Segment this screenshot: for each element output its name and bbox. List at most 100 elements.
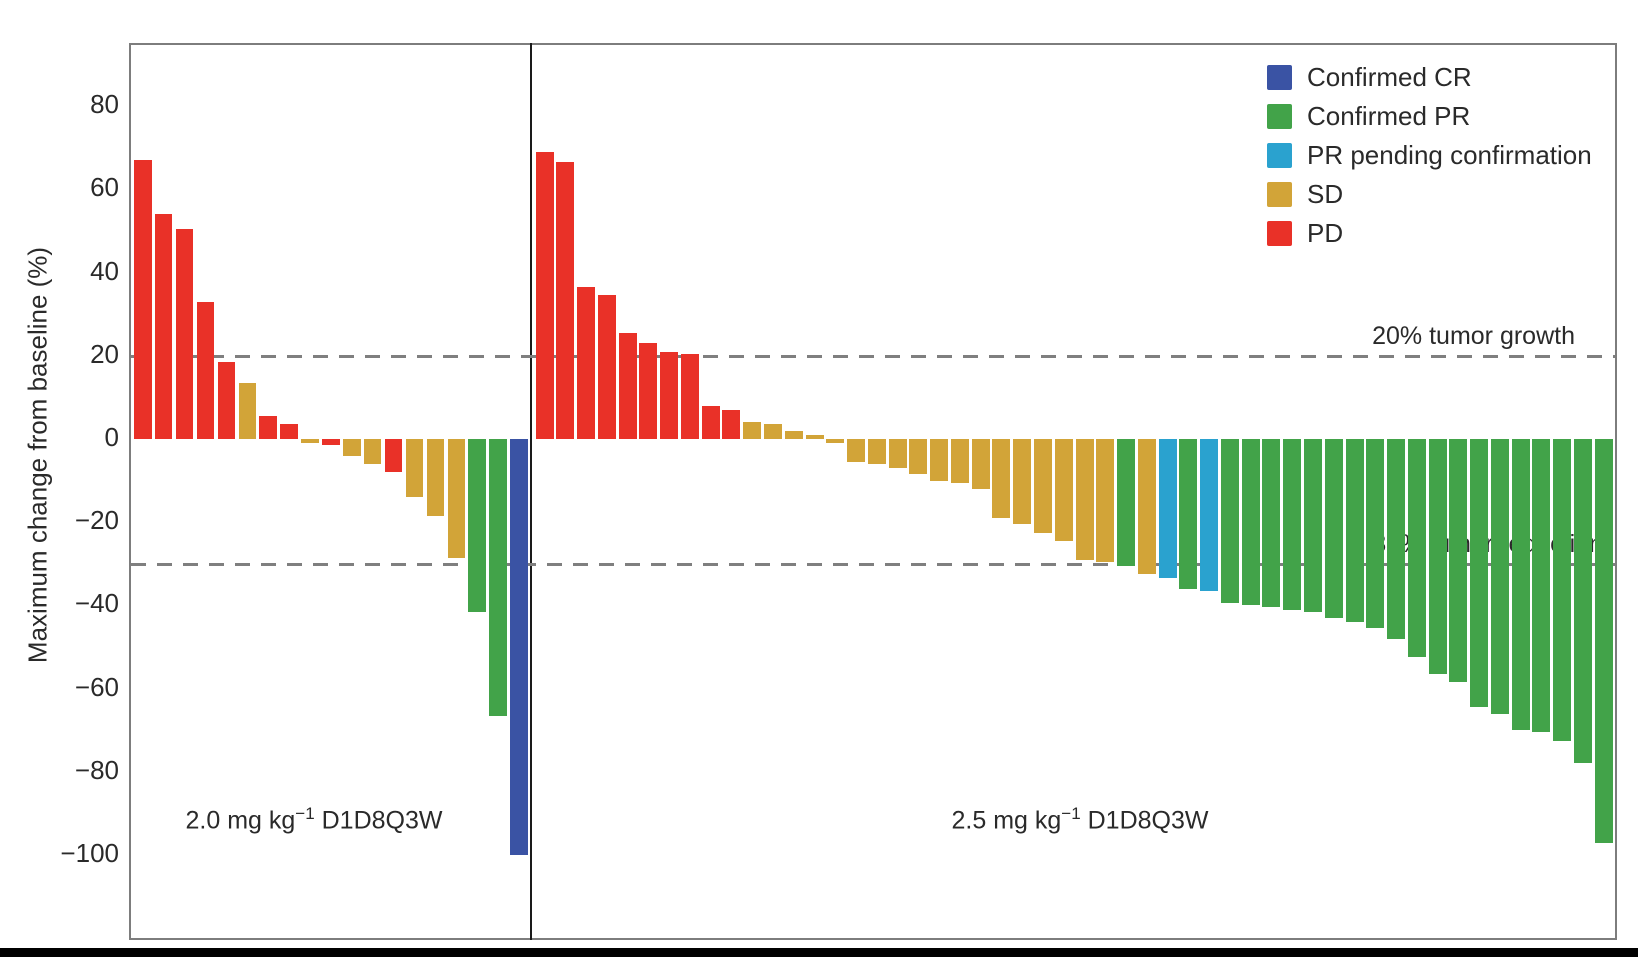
legend-label: PR pending confirmation [1307,140,1592,170]
bar-PD [259,416,277,439]
bar-SD [743,422,762,439]
dose-label-right-suffix: D1D8Q3W [1080,806,1209,835]
bar-PD [722,409,741,439]
y-tick-label: 60 [90,172,119,203]
dose-label-right-superscript: −1 [1061,804,1081,823]
dose-label-left-suffix: D1D8Q3W [314,806,443,835]
bar-PR [1470,439,1489,708]
bar-PD [154,214,173,439]
legend-swatch-PD [1267,220,1292,246]
bar-PR [1366,439,1385,629]
bar-PR [1490,439,1509,714]
legend-item-PRp: PR pending confirmation [1267,142,1592,168]
y-tick-label: −60 [74,671,119,702]
bar-PR [1262,439,1281,608]
bar-PR [1179,439,1198,589]
y-tick-label: 20 [90,338,119,369]
bar-PD [217,362,236,439]
bar-SD [426,439,445,516]
bar-PD [175,228,194,439]
y-tick-label: 40 [90,255,119,286]
reference-line-label: 20% tumor growth [1372,321,1575,350]
bar-SD [826,439,845,444]
bar-PD [535,151,554,439]
bar-SD [363,439,382,464]
legend-item-SD: SD [1267,181,1592,207]
bar-SD [909,439,928,475]
bar-PR [489,439,507,716]
bar-PR [1511,439,1530,731]
y-tick-label: 0 [104,422,119,452]
bar-SD [930,439,949,481]
bar-PD [556,162,575,439]
bar-PRp [1200,439,1219,591]
legend-label: Confirmed CR [1307,62,1472,92]
bar-PR [1387,439,1406,639]
bar-PR [1241,439,1260,606]
bar-PD [196,301,215,439]
bar-PR [1428,439,1447,675]
bar-PD [280,424,298,439]
reference-line-growth [131,354,1615,358]
legend-item-CR: Confirmed CR [1267,64,1592,90]
bar-SD [1096,439,1115,562]
legend-swatch-PRp [1267,142,1292,168]
bar-PR [1345,439,1364,623]
dose-label-right-panel: 2.5 mg kg−1 D1D8Q3W [952,799,1209,835]
bar-PD [322,439,340,446]
bar-PR [1220,439,1239,604]
legend-swatch-PR [1267,103,1292,129]
panel-divider [530,43,532,940]
dose-label-left-superscript: −1 [295,804,315,823]
bar-SD [784,430,803,439]
bar-SD [950,439,969,483]
bar-PD [660,351,679,439]
bar-SD [238,382,256,439]
bar-PR [1407,439,1426,658]
bar-PRp [1158,439,1177,579]
y-tick-label: −80 [74,754,119,785]
bar-SD [343,439,361,456]
bar-PD [134,160,152,439]
y-tick-label: −100 [60,838,119,868]
bar-PR [1553,439,1572,741]
bar-PD [680,353,699,439]
bar-PR [1303,439,1322,612]
bar-SD [971,439,990,489]
bar-SD [447,439,465,558]
bar-SD [805,434,824,439]
bar-SD [405,439,424,498]
dose-label-left-panel: 2.0 mg kg−1 D1D8Q3W [186,799,443,835]
legend-item-PR: Confirmed PR [1267,103,1592,129]
y-tick-label: −40 [74,588,119,619]
bar-SD [1054,439,1073,541]
bar-CR [510,439,528,855]
bar-PR [1283,439,1302,610]
legend-swatch-CR [1267,64,1292,90]
bar-PD [597,295,616,439]
legend-label: Confirmed PR [1307,101,1471,131]
bar-SD [301,439,319,444]
bar-PD [701,405,720,439]
bar-PR [1594,439,1613,843]
bar-PD [577,287,596,439]
y-tick-label: −20 [74,505,119,536]
bar-SD [1075,439,1094,560]
bar-PR [1117,439,1136,566]
bar-SD [1137,439,1156,575]
bar-PR [1532,439,1551,733]
bar-SD [1033,439,1052,533]
bar-SD [763,424,782,439]
legend-swatch-SD [1267,181,1292,207]
y-tick-label: 80 [90,89,119,120]
legend-label: SD [1307,179,1344,209]
legend: Confirmed CR Confirmed PR PR pending confi… [1267,64,1592,246]
bar-PR [1574,439,1592,764]
bar-PR [1449,439,1468,683]
bar-PR [1324,439,1343,618]
legend-label: PD [1307,218,1344,248]
reference-line-reduction [131,562,1615,566]
bar-PR [468,439,486,612]
bar-PD [639,343,658,439]
